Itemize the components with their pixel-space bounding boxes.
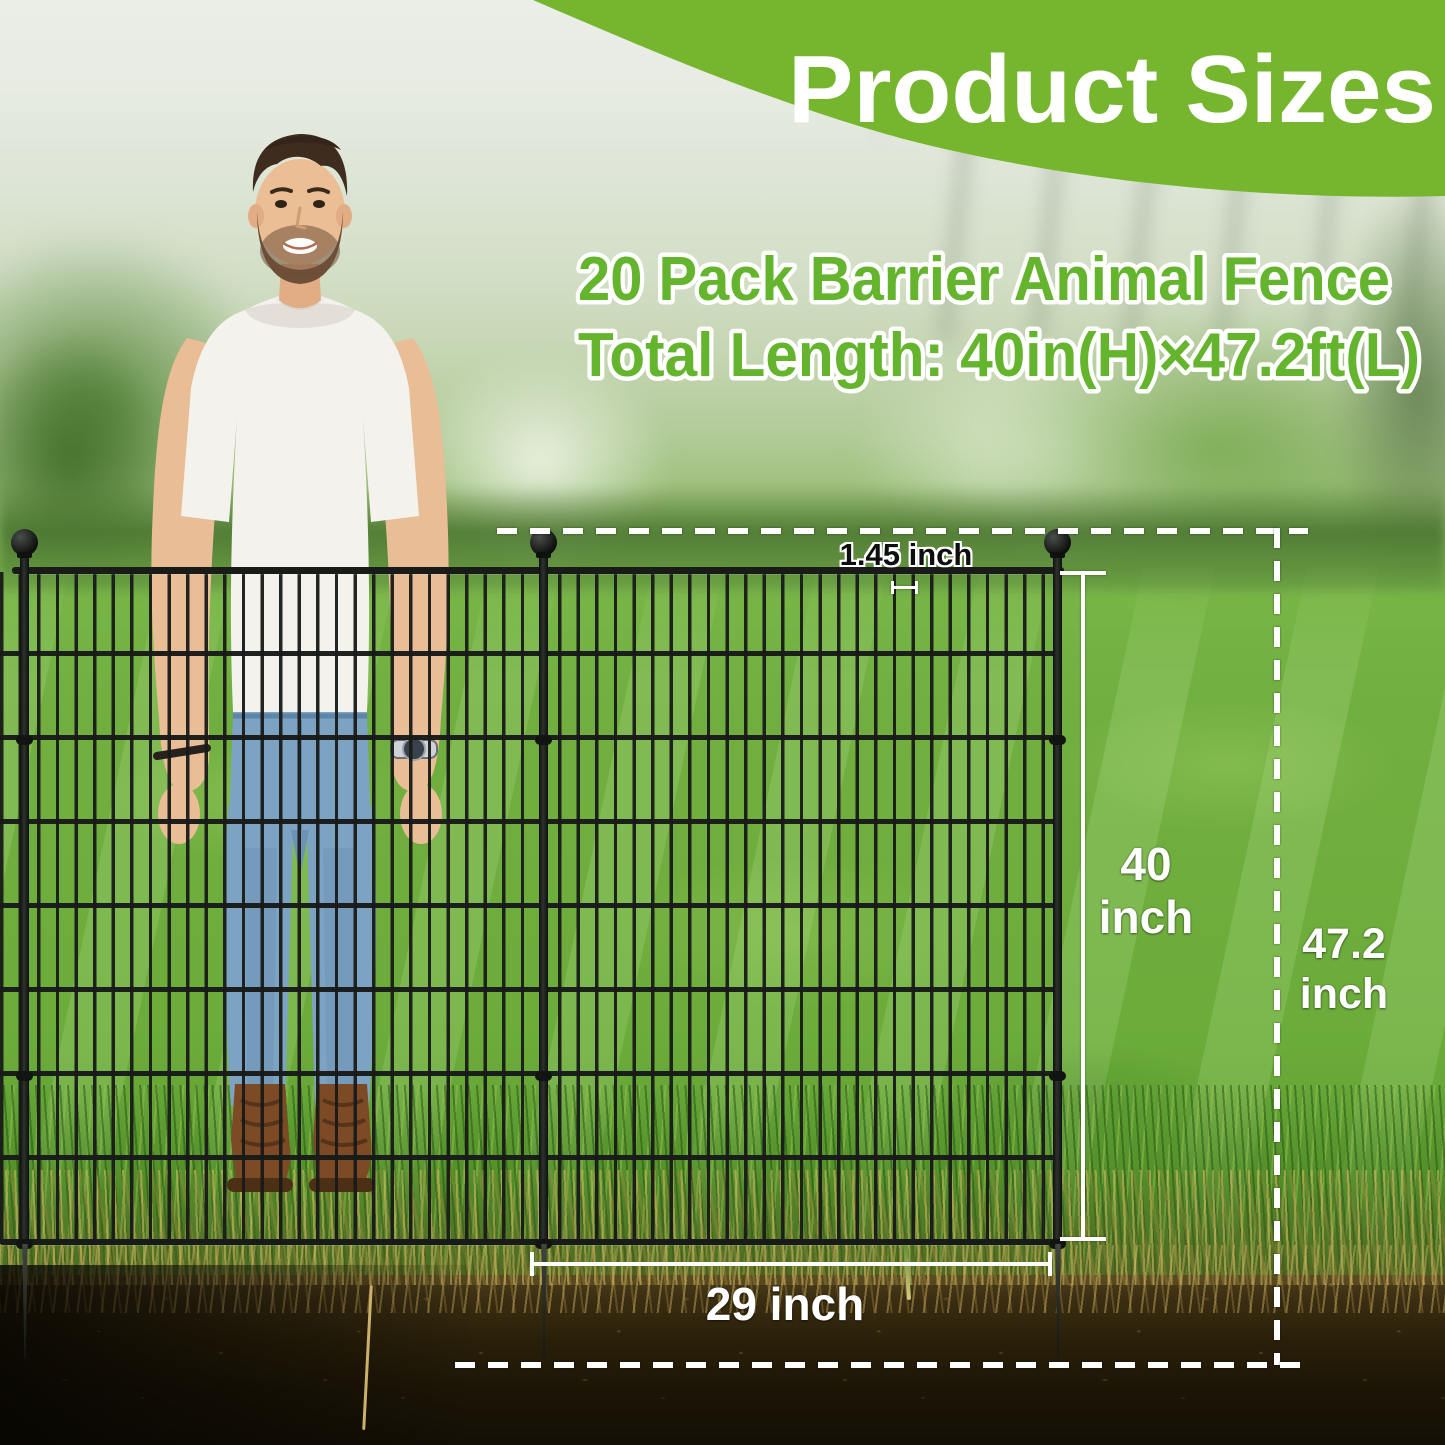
bar-spacing-label: 1.45 inch [839, 537, 973, 572]
subtitle-line-1: 20 Pack Barrier Animal Fence [578, 245, 1390, 314]
fence-height-unit: inch [1098, 891, 1194, 944]
fence-height-dimension-line [1060, 571, 1106, 1241]
total-height-unit: inch [1299, 969, 1389, 1018]
ground-stake-right [1055, 1244, 1061, 1358]
banner-swoosh-shape [533, 0, 1445, 197]
fence-connector [1049, 735, 1066, 745]
ground-stake-left [22, 1244, 28, 1358]
subtitle-line-2: Total Length: 40in(H)×47.2ft(L) [578, 321, 1420, 390]
fence-connector [535, 735, 552, 745]
soil-shadow-left [0, 1265, 470, 1445]
dimension-dashed-line-bottom [455, 1362, 1310, 1368]
fence-height-value: 40 [1120, 838, 1172, 890]
total-height-value: 47.2 [1302, 920, 1386, 968]
ground-stake-middle [541, 1244, 547, 1358]
fence-wire-grid [0, 572, 1060, 1244]
total-height-label: 47.2 inch [1290, 920, 1398, 1020]
fence-post-right [1044, 529, 1071, 1246]
dimension-dashed-line-right [1274, 528, 1280, 1365]
fence-bottom-rail [0, 1239, 1062, 1245]
subtitle-block: 20 Pack Barrier Animal Fence Total Lengt… [574, 241, 1425, 395]
fence-top-rail [12, 567, 1064, 574]
fence-height-label: 40 inch [1098, 838, 1194, 945]
fence-post-middle [530, 529, 557, 1246]
dimension-dashed-line-top [497, 528, 1308, 534]
title-banner: Product Sizes [533, 0, 1445, 197]
page-title: Product Sizes [788, 36, 1436, 143]
panel-width-label: 29 inch [705, 1278, 865, 1330]
bar-spacing-bracket [891, 581, 918, 594]
fence-connector [16, 735, 33, 745]
fence-post-left [11, 529, 38, 1246]
panel-width-dimension-line [530, 1252, 1052, 1276]
